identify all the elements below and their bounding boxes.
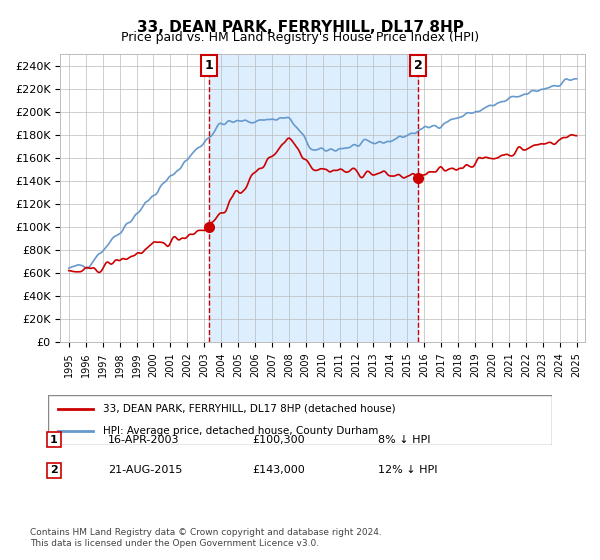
Text: 33, DEAN PARK, FERRYHILL, DL17 8HP (detached house): 33, DEAN PARK, FERRYHILL, DL17 8HP (deta…: [103, 404, 396, 414]
Text: 2: 2: [50, 465, 58, 475]
Text: HPI: Average price, detached house, County Durham: HPI: Average price, detached house, Coun…: [103, 426, 379, 436]
Text: Contains HM Land Registry data © Crown copyright and database right 2024.
This d: Contains HM Land Registry data © Crown c…: [30, 528, 382, 548]
Text: 1: 1: [205, 59, 214, 72]
Text: 21-AUG-2015: 21-AUG-2015: [108, 465, 182, 475]
Text: 2: 2: [414, 59, 422, 72]
Text: 12% ↓ HPI: 12% ↓ HPI: [378, 465, 437, 475]
Text: 16-APR-2003: 16-APR-2003: [108, 435, 179, 445]
Text: 33, DEAN PARK, FERRYHILL, DL17 8HP: 33, DEAN PARK, FERRYHILL, DL17 8HP: [137, 20, 463, 35]
Text: Price paid vs. HM Land Registry's House Price Index (HPI): Price paid vs. HM Land Registry's House …: [121, 31, 479, 44]
Text: 1: 1: [50, 435, 58, 445]
Text: £143,000: £143,000: [252, 465, 305, 475]
FancyBboxPatch shape: [48, 395, 552, 445]
Text: £100,300: £100,300: [252, 435, 305, 445]
Bar: [209, 54, 418, 342]
Text: 8% ↓ HPI: 8% ↓ HPI: [378, 435, 431, 445]
